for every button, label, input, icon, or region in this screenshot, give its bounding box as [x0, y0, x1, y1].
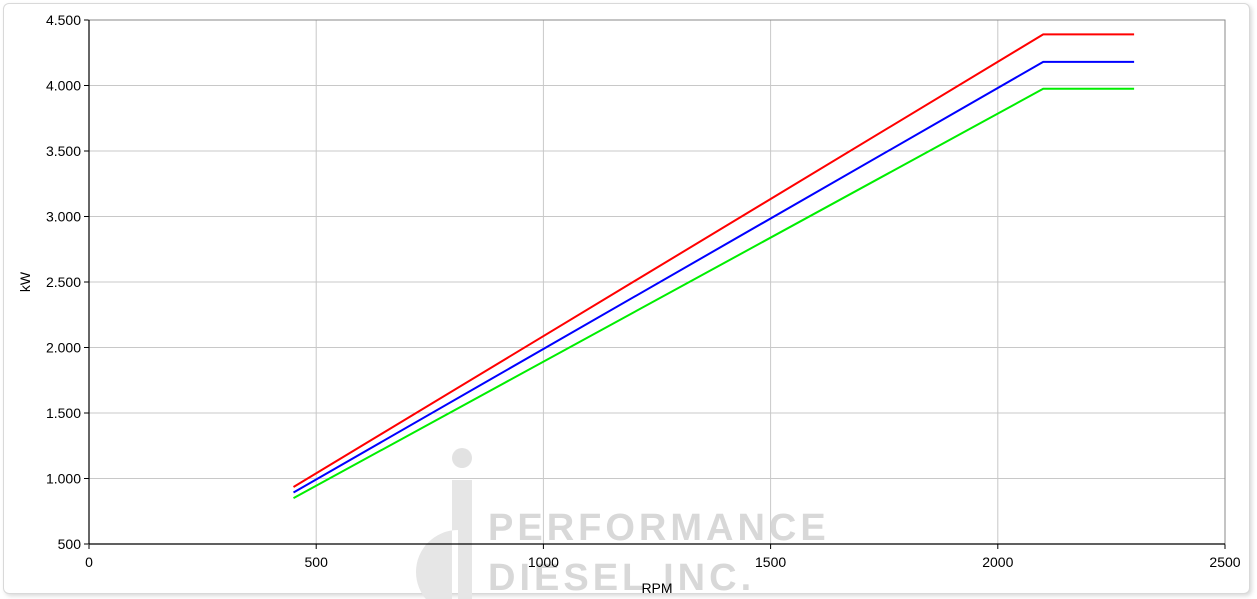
- y-tick-label: 3.000: [46, 209, 81, 225]
- y-tick-label: 1.000: [46, 471, 81, 487]
- x-tick-label: 1000: [528, 554, 559, 570]
- y-tick-label: 4.000: [46, 78, 81, 94]
- x-tick-label: 0: [85, 554, 93, 570]
- x-tick-label: 500: [305, 554, 329, 570]
- y-tick-label: 3.500: [46, 143, 81, 159]
- series-line: [293, 60, 1135, 494]
- series-line: [292, 33, 1135, 488]
- series-lines: [292, 33, 1135, 499]
- y-tick-label: 1.500: [46, 405, 81, 421]
- watermark-logo: PERFORMANCE DIESEL INC.: [416, 448, 830, 599]
- x-tick-label: 2500: [1209, 554, 1240, 570]
- y-tick-label: 2.500: [46, 274, 81, 290]
- watermark-logo-dot: [452, 448, 472, 468]
- y-axis-label: kW: [17, 271, 33, 292]
- watermark-line2: DIESEL INC.: [488, 557, 755, 599]
- x-tick-label: 1500: [755, 554, 786, 570]
- axes: [88, 19, 1226, 545]
- x-tick-label: 2000: [982, 554, 1013, 570]
- x-axis-label: RPM: [641, 580, 672, 596]
- chart-frame: [3, 3, 1250, 594]
- y-tick-label: 500: [58, 536, 82, 552]
- series-line: [293, 87, 1135, 499]
- watermark-line1: PERFORMANCE: [488, 507, 830, 549]
- x-tick-labels: 0 500 1000 1500 2000 2500: [85, 554, 1241, 570]
- y-tick-label: 4.500: [46, 12, 81, 28]
- y-tick-labels: 500 1.000 1.500 2.000 2.500 3.000 3.500 4.000 4.…: [46, 12, 81, 552]
- watermark-logo-d: [416, 480, 472, 599]
- y-tick-label: 2.000: [46, 340, 81, 356]
